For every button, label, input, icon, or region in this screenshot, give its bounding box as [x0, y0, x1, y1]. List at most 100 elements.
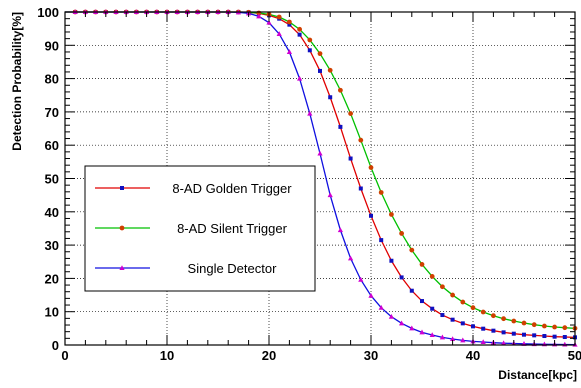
y-tick-label: 40 — [45, 205, 59, 220]
data-point — [511, 331, 516, 336]
data-point — [522, 332, 526, 337]
data-point — [348, 111, 353, 116]
data-point — [420, 299, 424, 304]
data-point — [532, 333, 537, 338]
data-point — [328, 95, 333, 100]
data-point — [358, 137, 364, 143]
data-point — [501, 330, 506, 335]
data-point — [470, 305, 476, 311]
legend-entry: Single Detector — [95, 261, 277, 276]
legend-entries: 8-AD Golden Trigger 8-AD Silent Trigger Si… — [95, 181, 292, 276]
data-point — [562, 335, 567, 340]
data-point — [276, 31, 282, 36]
data-point — [450, 336, 456, 342]
data-point — [481, 326, 486, 331]
legend-label: 8-AD Silent Trigger — [177, 221, 287, 236]
data-point — [287, 22, 292, 27]
data-point — [286, 49, 292, 54]
x-tick-label: 10 — [160, 348, 174, 363]
data-point — [287, 19, 292, 25]
x-tick-label: 0 — [61, 348, 68, 363]
data-point — [409, 247, 415, 253]
data-point — [491, 313, 496, 319]
y-tick-label: 20 — [45, 271, 59, 286]
data-point — [521, 320, 527, 326]
data-point — [491, 328, 496, 333]
data-point — [511, 318, 517, 324]
y-tick-label: 70 — [45, 105, 59, 120]
data-point — [119, 265, 125, 270]
x-axis-title: Distance[kpc] — [498, 368, 577, 382]
y-axis-title: Detection Probability[%] — [10, 12, 24, 151]
data-point — [429, 274, 435, 279]
data-point — [419, 262, 425, 267]
data-point — [119, 225, 125, 231]
legend-label: 8-AD Golden Trigger — [172, 181, 292, 196]
data-point — [471, 324, 475, 329]
data-point — [369, 213, 373, 218]
x-tick-label: 50 — [568, 348, 581, 363]
data-point — [399, 231, 404, 236]
x-tick-label: 40 — [466, 348, 480, 363]
data-point — [440, 313, 445, 318]
data-point — [552, 324, 557, 330]
data-point — [419, 329, 425, 335]
data-point — [348, 156, 353, 161]
y-tick-label: 50 — [45, 172, 59, 187]
data-point — [389, 258, 394, 263]
y-tick-label: 60 — [45, 138, 59, 153]
data-point — [297, 32, 302, 37]
data-point — [256, 13, 262, 19]
data-point — [120, 186, 124, 190]
data-point — [378, 304, 384, 310]
data-point — [450, 317, 455, 322]
data-point — [307, 48, 312, 53]
data-point — [450, 292, 455, 298]
data-point — [460, 337, 466, 343]
tick-labels: 0 10 20 30 40 50 0 10 20 30 40 50 60 70 80 90 100 — [37, 5, 581, 363]
data-point — [276, 14, 282, 20]
data-point — [318, 68, 322, 73]
y-tick-label: 0 — [52, 338, 59, 353]
legend-label: Single Detector — [188, 261, 278, 276]
data-point — [388, 313, 394, 319]
data-point — [317, 150, 323, 156]
data-point — [379, 238, 384, 243]
data-point — [338, 87, 343, 93]
data-point — [338, 124, 343, 129]
y-tick-label: 90 — [45, 38, 59, 53]
data-point — [440, 284, 445, 290]
legend: 8-AD Golden Trigger 8-AD Silent Trigger Si… — [84, 165, 316, 292]
y-tick-label: 100 — [37, 5, 59, 20]
data-point — [327, 67, 333, 73]
data-point — [501, 316, 506, 322]
y-tick-label: 80 — [45, 72, 59, 87]
data-point — [399, 275, 404, 280]
data-point — [480, 339, 486, 345]
data-point — [297, 26, 302, 32]
data-point — [389, 212, 394, 217]
data-point — [348, 255, 354, 261]
data-point — [542, 323, 547, 329]
data-point — [327, 192, 333, 198]
data-point — [266, 19, 272, 25]
data-point — [368, 292, 374, 298]
data-point — [358, 276, 364, 282]
data-point — [460, 299, 466, 305]
data-point — [542, 334, 547, 339]
x-tick-label: 20 — [262, 348, 276, 363]
data-point — [307, 37, 313, 43]
legend-entry: 8-AD Silent Trigger — [95, 221, 288, 236]
data-point — [430, 306, 435, 311]
data-point — [409, 325, 415, 331]
data-point — [337, 227, 343, 233]
y-tick-label: 10 — [45, 305, 59, 320]
legend-entry: 8-AD Golden Trigger — [95, 181, 292, 196]
data-point — [552, 334, 557, 339]
y-tick-label: 30 — [45, 238, 59, 253]
data-point — [317, 51, 323, 57]
data-point — [501, 340, 507, 346]
data-point — [378, 190, 384, 195]
data-point — [531, 322, 537, 328]
